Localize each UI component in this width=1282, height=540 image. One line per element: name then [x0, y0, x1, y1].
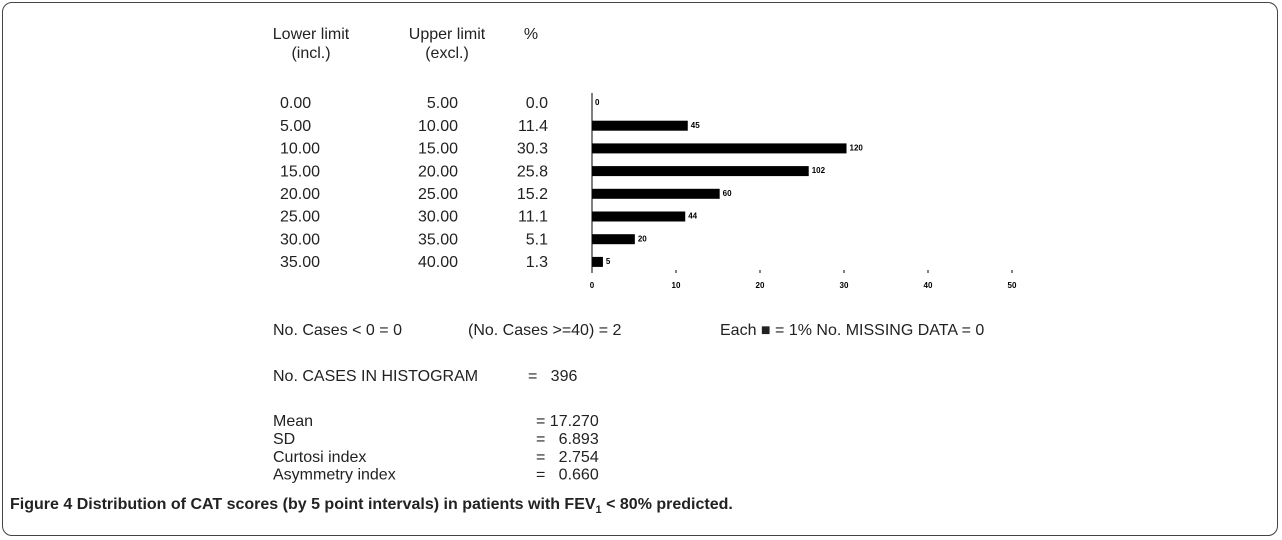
- caption-label: Figure 4: [10, 496, 73, 513]
- note: No. Cases < 0 = 0: [273, 322, 402, 339]
- data-label: 120: [850, 144, 864, 153]
- table-cell: 20.00: [418, 163, 458, 180]
- bar: [592, 166, 809, 177]
- column-header: %: [524, 26, 538, 43]
- data-label: 0: [595, 98, 600, 107]
- x-tick-label: 50: [1008, 281, 1017, 290]
- data-label: 60: [723, 189, 732, 198]
- x-tick-label: 40: [924, 281, 933, 290]
- caption-text: Distribution of CAT scores (by 5 point i…: [76, 496, 596, 513]
- table-cell: 30.3: [517, 141, 548, 158]
- caption-text: < 80% predicted.: [601, 496, 733, 513]
- table-cell: 25.00: [418, 186, 458, 203]
- stat-value: = 6.893: [536, 431, 599, 448]
- x-tick-label: 10: [672, 281, 681, 290]
- data-label: 20: [638, 234, 647, 243]
- table-cell: 30.00: [280, 231, 320, 248]
- x-tick-label: 0: [590, 281, 595, 290]
- note: = 396: [528, 368, 577, 385]
- note: No. CASES IN HISTOGRAM: [273, 368, 478, 385]
- caption-subscript: 1: [595, 504, 602, 517]
- table-cell: 10.00: [418, 118, 458, 135]
- table-cell: 35.00: [280, 254, 320, 271]
- bar: [592, 120, 688, 131]
- column-header: Lower limit (incl.): [273, 26, 350, 62]
- x-tick-label: 30: [840, 281, 849, 290]
- bar: [592, 256, 603, 267]
- table-cell: 15.2: [517, 186, 548, 203]
- x-tick-label: 20: [756, 281, 765, 290]
- table-cell: 30.00: [418, 209, 458, 226]
- table-cell: 15.00: [280, 163, 320, 180]
- stat-value: = 0.660: [536, 467, 599, 484]
- table-cell: 11.4: [518, 118, 548, 135]
- column-header: Upper limit (excl.): [409, 26, 486, 62]
- table-cell: 10.00: [280, 141, 320, 158]
- table-cell: 25.00: [280, 209, 320, 226]
- caption: Figure 4 Distribution of CAT scores (by …: [10, 496, 733, 516]
- stat-value: = 17.270: [536, 413, 599, 430]
- table-cell: 40.00: [418, 254, 458, 271]
- table-cell: 20.00: [280, 186, 320, 203]
- table-cell: 5.00: [427, 95, 458, 112]
- bar: [592, 188, 720, 199]
- bar: [592, 211, 686, 222]
- data-label: 5: [606, 257, 611, 266]
- table-cell: 5.00: [280, 118, 311, 135]
- table-cell: 35.00: [418, 231, 458, 248]
- stat-label: Mean: [273, 413, 313, 430]
- data-label: 102: [812, 166, 826, 175]
- note: (No. Cases >=40) = 2: [468, 322, 622, 339]
- table-cell: 11.1: [518, 209, 548, 226]
- data-label: 45: [691, 121, 700, 130]
- table-cell: 0.0: [526, 95, 548, 112]
- bar: [592, 143, 847, 154]
- note: Each ■ = 1% No. MISSING DATA = 0: [720, 322, 984, 339]
- table-cell: 5.1: [526, 231, 548, 248]
- stat-value: = 2.754: [536, 449, 599, 466]
- table-cell: 15.00: [418, 141, 458, 158]
- bar: [592, 234, 635, 245]
- stat-label: Curtosi index: [273, 449, 366, 466]
- stat-label: SD: [273, 431, 295, 448]
- stat-label: Asymmetry index: [273, 467, 396, 484]
- table-cell: 0.00: [280, 95, 311, 112]
- table-cell: 1.3: [526, 254, 548, 271]
- data-label: 44: [688, 212, 697, 221]
- table-cell: 25.8: [517, 163, 548, 180]
